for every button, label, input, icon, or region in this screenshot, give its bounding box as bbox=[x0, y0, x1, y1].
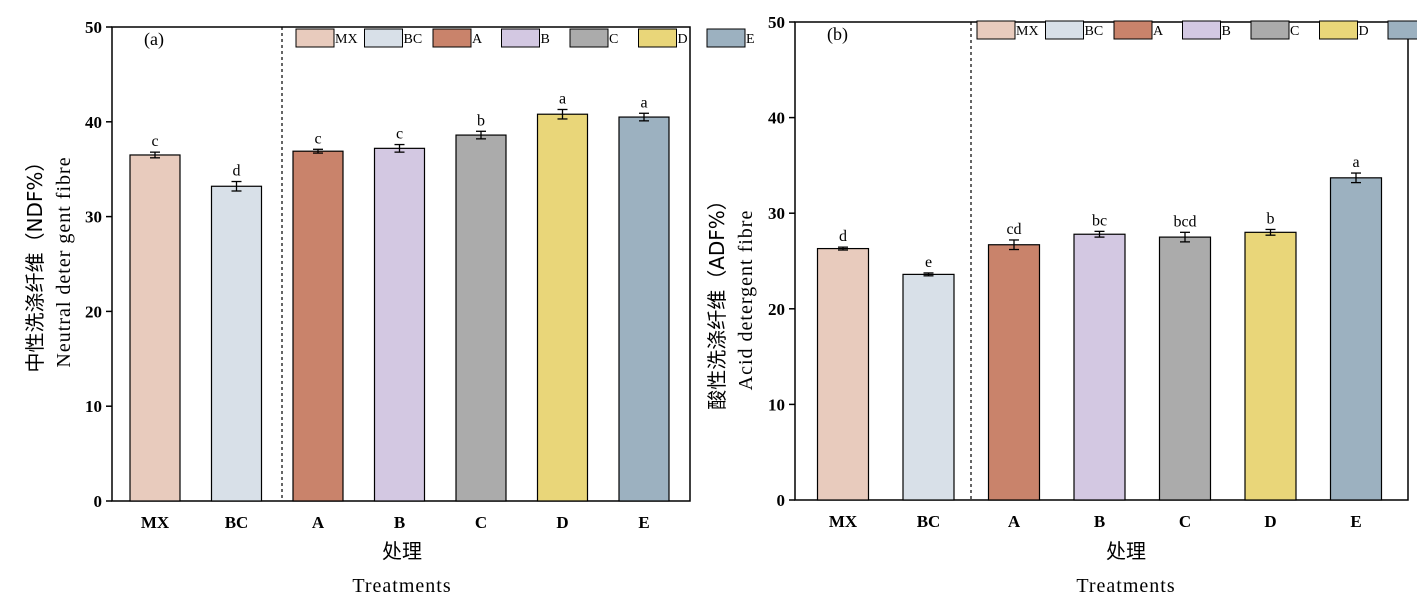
x-tick-label: B bbox=[394, 513, 405, 532]
panel-ndf: 中性洗涤纤维（NDF%） Neutral deter gent fibre 处理… bbox=[23, 18, 755, 597]
y-tick-label: 20 bbox=[768, 300, 785, 319]
significance-label: bcd bbox=[1173, 213, 1196, 230]
legend-label: A bbox=[472, 32, 483, 47]
x-tick-label: BC bbox=[917, 512, 941, 531]
significance-label: c bbox=[151, 133, 158, 150]
bar-mx bbox=[129, 154, 181, 502]
bar-d bbox=[536, 113, 589, 502]
legend-swatch-b bbox=[1182, 20, 1221, 40]
panel-label: (a) bbox=[144, 29, 164, 50]
y-tick-label: 40 bbox=[768, 109, 785, 128]
bar-a bbox=[292, 150, 344, 502]
legend-swatch-bc bbox=[364, 28, 403, 48]
bar-bc bbox=[210, 185, 263, 502]
legend-label: BC bbox=[1085, 24, 1104, 39]
x-tick-label: MX bbox=[141, 513, 170, 532]
legend-swatch-d bbox=[638, 28, 677, 48]
bar-d bbox=[1244, 231, 1297, 501]
y-tick-label: 50 bbox=[85, 18, 102, 37]
significance-label: d bbox=[233, 163, 241, 180]
ylabel-cn: 中性洗涤纤维（NDF%） bbox=[23, 152, 47, 373]
xlabel-en: Treatments bbox=[1076, 575, 1175, 597]
x-tick-label: BC bbox=[225, 513, 249, 532]
ylabel-cn: 酸性洗涤纤维（ADF%） bbox=[705, 190, 729, 410]
x-tick-label: B bbox=[1094, 512, 1105, 531]
y-tick-label: 0 bbox=[777, 491, 786, 510]
legend-swatch-c bbox=[569, 28, 609, 48]
legend-swatch-a bbox=[432, 28, 472, 48]
bar-e bbox=[1329, 177, 1383, 501]
legend-label: C bbox=[1290, 24, 1299, 39]
legend-label: MX bbox=[1016, 24, 1039, 39]
significance-label: b bbox=[1267, 210, 1275, 227]
xlabel-cn: 处理 bbox=[382, 539, 422, 563]
legend-label: BC bbox=[404, 32, 423, 47]
y-tick-label: 10 bbox=[768, 395, 785, 414]
significance-label: cd bbox=[1006, 221, 1021, 238]
x-tick-label: D bbox=[556, 513, 568, 532]
bar-b bbox=[373, 147, 426, 502]
bar-b bbox=[1073, 233, 1126, 501]
legend-label: A bbox=[1153, 24, 1164, 39]
bar-mx bbox=[816, 247, 870, 501]
legend-swatch-bc bbox=[1045, 20, 1084, 40]
x-tick-label: D bbox=[1264, 512, 1276, 531]
legend-label: B bbox=[541, 32, 550, 47]
x-tick-label: A bbox=[312, 513, 325, 532]
legend-swatch-mx bbox=[295, 28, 335, 48]
legend-label: D bbox=[1359, 24, 1369, 39]
legend-swatch-e bbox=[706, 28, 746, 48]
y-tick-label: 10 bbox=[85, 397, 102, 416]
legend-swatch-c bbox=[1250, 20, 1290, 40]
legend-label: MX bbox=[335, 32, 358, 47]
panel-label: (b) bbox=[827, 24, 848, 45]
x-tick-label: C bbox=[475, 513, 487, 532]
x-tick-label: A bbox=[1008, 512, 1021, 531]
legend-label: E bbox=[746, 32, 755, 47]
y-tick-label: 0 bbox=[94, 492, 103, 511]
bar-a bbox=[987, 244, 1041, 501]
legend-swatch-a bbox=[1113, 20, 1153, 40]
ylabel-en: Neutral deter gent fibre bbox=[53, 156, 75, 367]
legend-swatch-b bbox=[501, 28, 540, 48]
y-tick-label: 50 bbox=[768, 13, 785, 32]
y-tick-label: 40 bbox=[85, 113, 102, 132]
bar-c bbox=[1158, 236, 1212, 501]
significance-label: a bbox=[559, 90, 566, 107]
legend-label: B bbox=[1222, 24, 1231, 39]
legend-label: C bbox=[609, 32, 618, 47]
significance-label: b bbox=[477, 112, 485, 129]
legend-label: D bbox=[678, 32, 688, 47]
bar-bc bbox=[902, 273, 955, 501]
x-tick-label: MX bbox=[829, 512, 858, 531]
significance-label: a bbox=[640, 94, 647, 111]
significance-label: a bbox=[1352, 154, 1359, 171]
significance-label: c bbox=[396, 126, 403, 143]
bar-e bbox=[618, 116, 670, 502]
legend-swatch-e bbox=[1387, 20, 1417, 40]
panel-adf: 酸性洗涤纤维（ADF%） Acid detergent fibre 处理 Tre… bbox=[705, 13, 1417, 597]
xlabel-en: Treatments bbox=[352, 575, 451, 597]
significance-label: d bbox=[839, 228, 847, 245]
xlabel-cn: 处理 bbox=[1106, 539, 1146, 563]
x-tick-label: E bbox=[638, 513, 649, 532]
significance-label: bc bbox=[1092, 212, 1107, 229]
significance-label: e bbox=[925, 254, 932, 271]
ylabel-en: Acid detergent fibre bbox=[735, 210, 757, 391]
legend-swatch-mx bbox=[976, 20, 1016, 40]
significance-label: c bbox=[314, 130, 321, 147]
y-tick-label: 20 bbox=[85, 302, 102, 321]
legend-swatch-d bbox=[1319, 20, 1358, 40]
x-tick-label: C bbox=[1179, 512, 1191, 531]
bar-c bbox=[455, 134, 507, 502]
x-tick-label: E bbox=[1350, 512, 1361, 531]
y-tick-label: 30 bbox=[768, 204, 785, 223]
y-tick-label: 30 bbox=[85, 208, 102, 227]
